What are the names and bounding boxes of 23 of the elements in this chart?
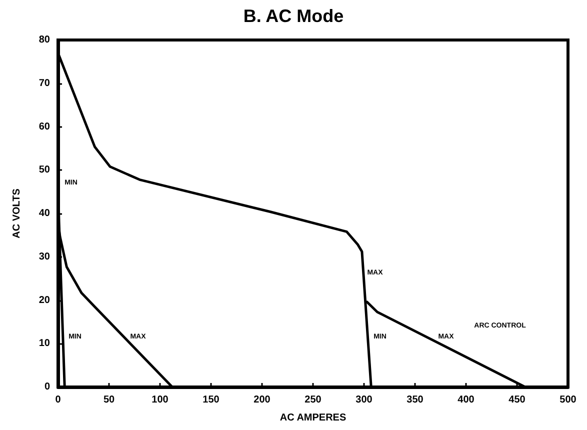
y-tick-label: 70 (38, 78, 50, 89)
y-tick-label: 60 (38, 121, 50, 132)
x-tick-label: 150 (202, 394, 220, 406)
x-tick-label: 250 (304, 394, 322, 406)
y-tick-label: 10 (38, 338, 50, 350)
y-tick-label: 0 (44, 382, 50, 392)
y-tick-label: 20 (38, 294, 50, 306)
x-tick-label: 200 (254, 394, 271, 406)
x-tick-label: 400 (458, 394, 475, 406)
y-tick-label: 50 (38, 164, 50, 176)
y-tick-label: 40 (38, 208, 50, 219)
x-tick-label: 450 (508, 394, 526, 406)
x-tick-label: 500 (560, 394, 577, 406)
x-tick-label: 100 (152, 394, 169, 406)
x-tick-label: 350 (406, 394, 424, 406)
y-tick-label: 30 (38, 251, 50, 262)
y-tick-label: 80 (38, 34, 50, 46)
x-tick-label: 50 (103, 394, 115, 406)
chart-title: B. AC Mode (243, 6, 344, 26)
x-tick-label: 0 (55, 394, 62, 406)
y-axis-title: AC VOLTS (12, 188, 22, 238)
x-axis-title: AC AMPERES (280, 412, 346, 424)
x-tick-label: 300 (356, 394, 373, 406)
